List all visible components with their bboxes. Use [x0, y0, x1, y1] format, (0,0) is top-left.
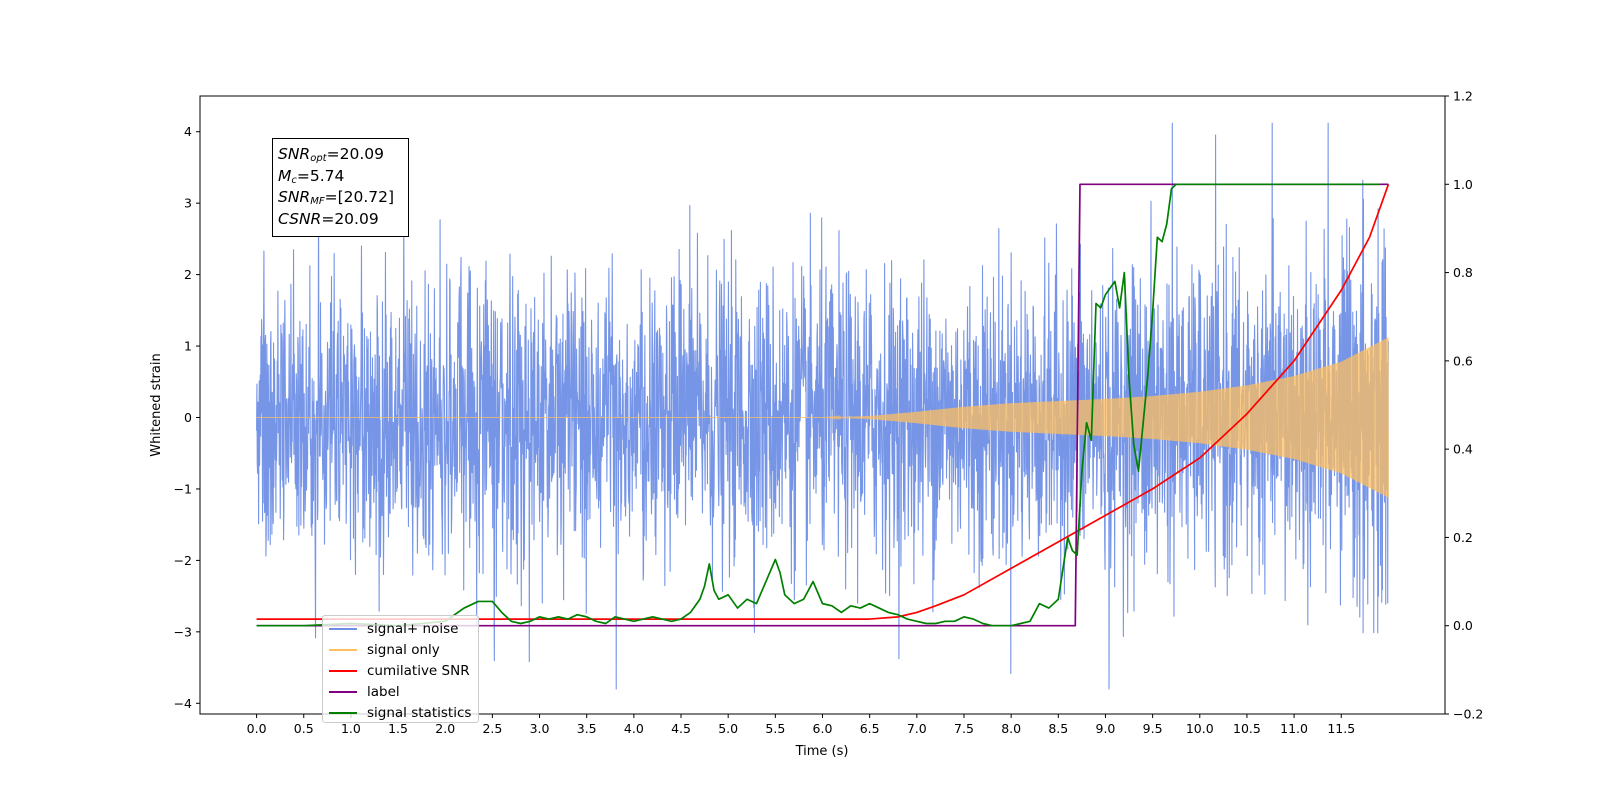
x-tick-label: 8.5	[1048, 721, 1068, 736]
y-right-tick-label: 0.4	[1453, 442, 1473, 457]
x-tick-label: 5.5	[765, 721, 785, 736]
y-right-tick-label: −0.2	[1453, 707, 1483, 722]
y-left-tick-label: −4	[174, 696, 192, 711]
x-tick-label: 5.0	[718, 721, 738, 736]
y-left-tick-label: −2	[174, 553, 192, 568]
stats-row-snr-mf: SNRMF=[20.72]	[278, 188, 395, 207]
y-left-tick-label: −1	[174, 481, 192, 496]
stats-row-snr-opt: SNRopt=20.09	[278, 145, 384, 164]
x-tick-label: 3.5	[577, 721, 597, 736]
x-tick-label: 11.5	[1327, 721, 1355, 736]
y-left-tick-label: 3	[184, 196, 192, 211]
y-left-tick-label: 0	[184, 410, 192, 425]
x-tick-label: 0.0	[247, 721, 267, 736]
x-tick-label: 4.0	[624, 721, 644, 736]
x-tick-label: 4.5	[671, 721, 691, 736]
x-axis-ticks: 0.0 0.5 1.0 1.5 2.0 2.5 3.0 3.5 4.0 4.5 5.0 5.5 6.0 6…	[247, 714, 1355, 736]
legend-swatch	[329, 649, 357, 652]
y-right-tick-label: 1.0	[1453, 177, 1473, 192]
x-tick-label: 7.0	[907, 721, 927, 736]
legend-label: cumilative SNR	[367, 662, 470, 679]
legend-swatch	[329, 669, 357, 672]
series-signal-noise	[256, 122, 1389, 690]
legend-label: signal only	[367, 642, 440, 659]
x-tick-label: 6.5	[860, 721, 880, 736]
chart-legend: signal+ noise signal only cumilative SNR…	[322, 615, 479, 723]
x-tick-label: 10.0	[1186, 721, 1214, 736]
y-right-tick-label: 0.2	[1453, 530, 1473, 545]
y-left-tick-label: −3	[174, 624, 192, 639]
x-tick-label: 7.5	[954, 721, 974, 736]
legend-item-label: label	[329, 681, 478, 702]
x-tick-label: 8.0	[1001, 721, 1021, 736]
stats-annotation-box: SNRopt=20.09 Mc=5.74 SNRMF=[20.72] CSNR=…	[272, 138, 409, 237]
signal-only-layer	[256, 337, 1389, 498]
y-axis-right-ticks: 1.2 1.0 0.8 0.6 0.4 0.2 0.0 −0.2	[1445, 89, 1483, 722]
legend-item-signal-noise: signal+ noise	[329, 619, 478, 640]
y-axis-left-ticks: 4 3 2 1 0 −1 −2 −3 −4	[174, 124, 200, 711]
right-axis-series-layer	[256, 183, 1390, 627]
y-axis-label: Whitened strain	[149, 353, 164, 456]
legend-swatch	[329, 711, 357, 714]
x-tick-label: 2.0	[435, 721, 455, 736]
legend-item-cumulative-snr: cumilative SNR	[329, 661, 478, 682]
x-axis-label: Time (s)	[795, 744, 849, 759]
legend-label: signal statistics	[367, 704, 472, 721]
y-left-tick-label: 4	[184, 124, 192, 139]
y-left-tick-label: 1	[184, 339, 192, 354]
series-cumulative-snr	[256, 184, 1390, 620]
legend-swatch	[329, 628, 357, 631]
x-tick-label: 9.0	[1096, 721, 1116, 736]
y-right-tick-label: 1.2	[1453, 89, 1473, 104]
legend-label: signal+ noise	[367, 621, 459, 638]
x-tick-label: 10.5	[1233, 721, 1261, 736]
legend-item-signal-statistics: signal statistics	[329, 702, 478, 723]
legend-item-signal-only: signal only	[329, 640, 478, 661]
y-left-tick-label: 2	[184, 267, 192, 282]
legend-label: label	[367, 683, 400, 700]
x-tick-label: 3.0	[530, 721, 550, 736]
legend-swatch	[329, 690, 357, 693]
series-signal-statistics	[256, 183, 1379, 627]
stats-row-mc: Mc=5.74	[278, 166, 345, 186]
stats-row-csnr: CSNR=20.09	[278, 209, 379, 228]
x-tick-label: 9.5	[1143, 721, 1163, 736]
y-right-tick-label: 0.6	[1453, 353, 1473, 368]
signal-noise-layer	[256, 122, 1389, 690]
x-tick-label: 1.0	[341, 721, 361, 736]
y-right-tick-label: 0.0	[1453, 618, 1473, 633]
x-tick-label: 1.5	[388, 721, 408, 736]
x-tick-label: 0.5	[294, 721, 314, 736]
x-tick-label: 6.0	[813, 721, 833, 736]
series-signal-only	[256, 337, 1389, 498]
x-tick-label: 2.5	[482, 721, 502, 736]
x-tick-label: 11.0	[1280, 721, 1308, 736]
y-right-tick-label: 0.8	[1453, 265, 1473, 280]
